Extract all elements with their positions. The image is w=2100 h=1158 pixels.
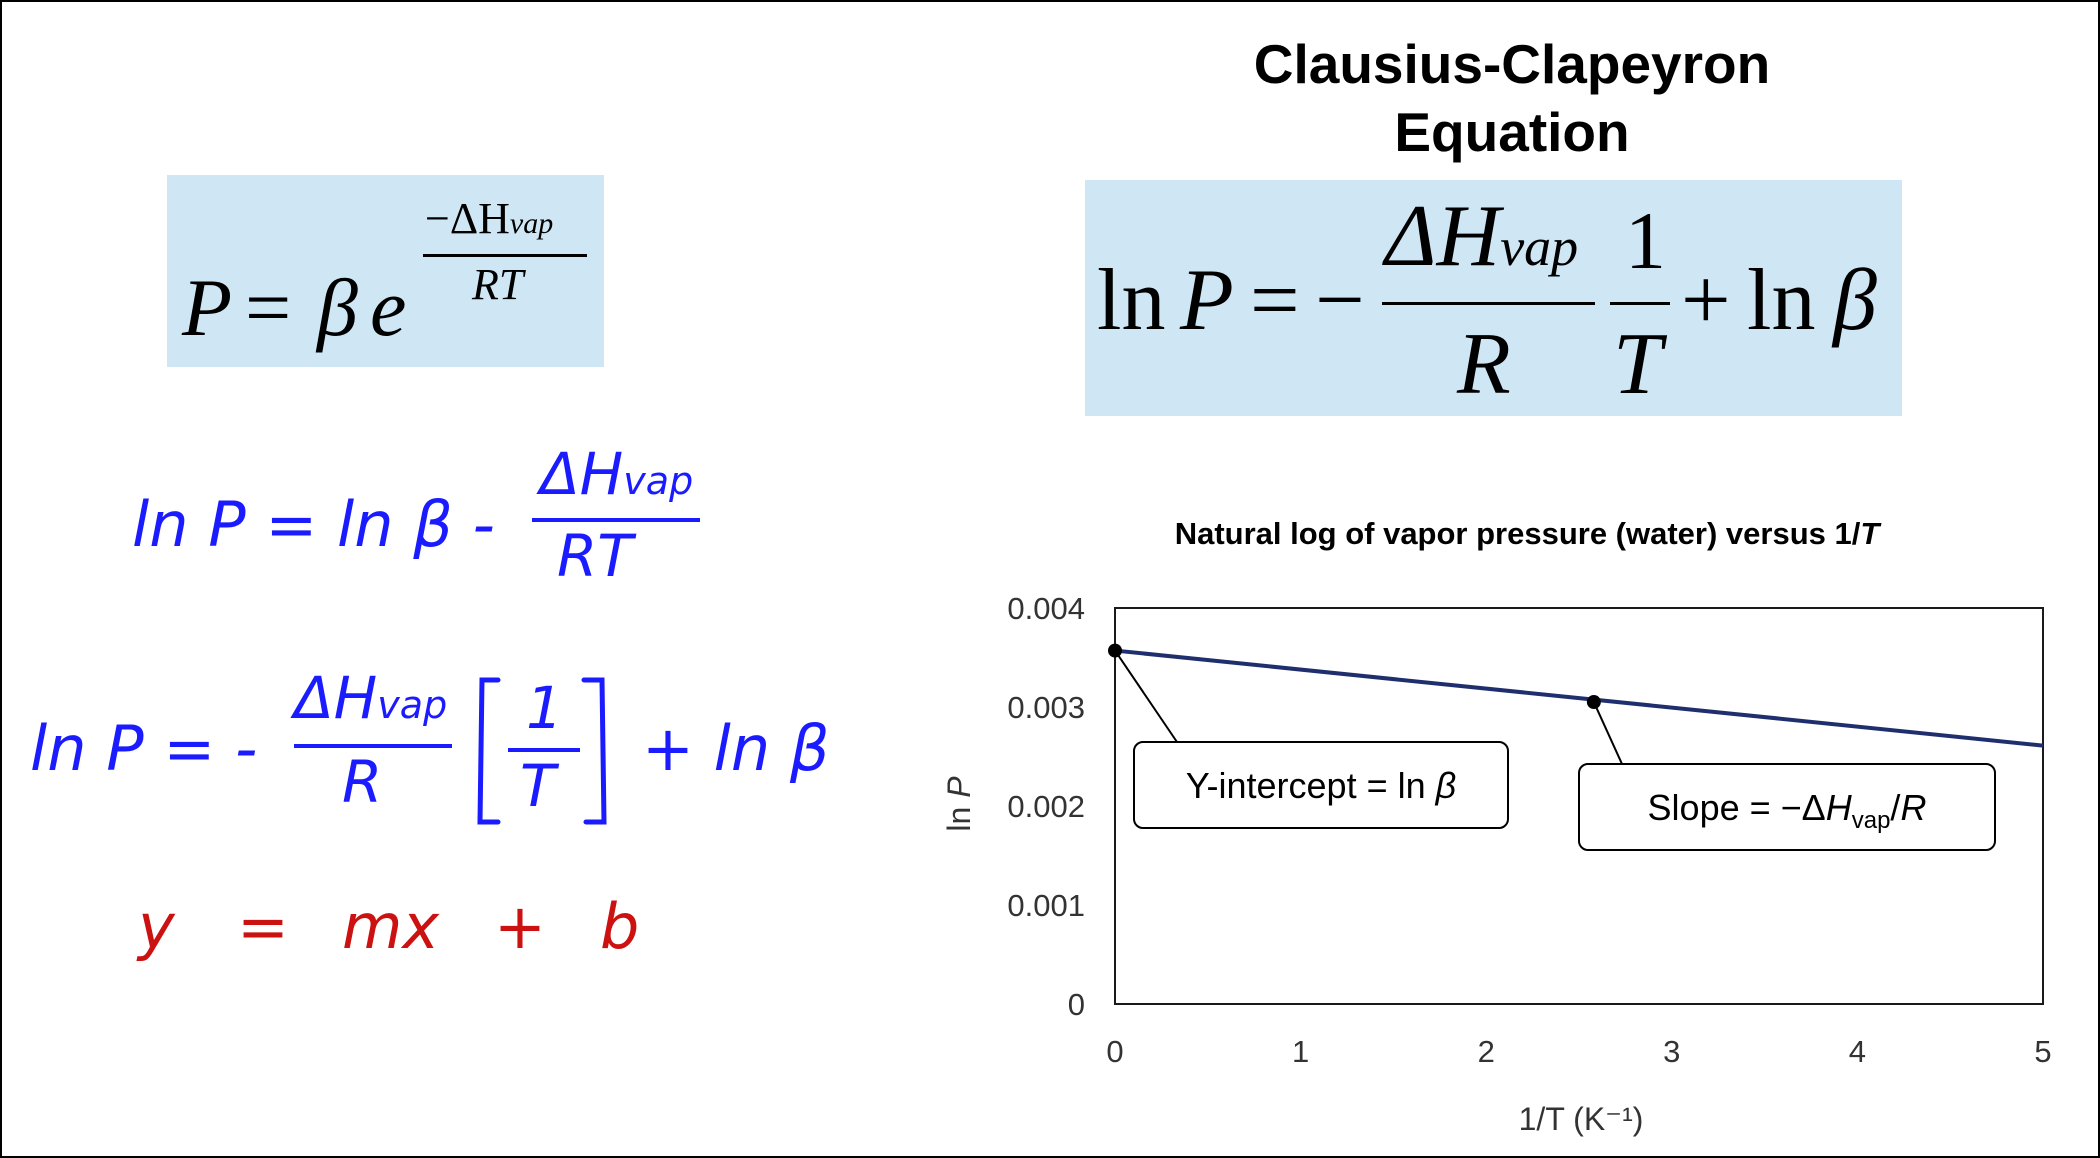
- eq-exp-lhs: P: [182, 262, 233, 353]
- chart-title-main: Natural log of vapor pressure (water) ve…: [1175, 516, 1861, 551]
- hw2-num-text: ΔH: [294, 664, 378, 732]
- eq-exp-num-text: −ΔH: [425, 194, 510, 243]
- y-axis-label: ln P: [941, 776, 977, 832]
- hw2-bracket-right: [581, 677, 607, 825]
- chart-title-italic: T: [1860, 516, 1882, 551]
- y-tick-label: 0.003: [1007, 690, 1085, 725]
- eq-exp-numerator: −ΔHvap: [425, 193, 553, 244]
- data-point: [1586, 695, 1601, 710]
- eq-lin-plus: +: [1681, 252, 1731, 349]
- hw2-frac-num: 1: [526, 674, 563, 742]
- hw2-frac-den: T: [520, 752, 556, 820]
- hw2-numerator: ΔHvap: [294, 664, 447, 732]
- eq-lin-num-text: ΔH: [1385, 188, 1501, 285]
- series-line: [1114, 648, 2044, 748]
- hw3-y: y: [138, 890, 175, 963]
- eq-exp-equals: =: [245, 262, 292, 353]
- title-line-2: Equation: [1394, 101, 1630, 163]
- intercept-callout: Y-intercept = ln β: [1133, 741, 1509, 829]
- eq-lin-frac-den: T: [1613, 316, 1662, 413]
- x-tick-label: 1: [1292, 1034, 1309, 1069]
- eq-lin-P: P: [1180, 252, 1234, 349]
- hw2-num-sub: vap: [377, 683, 448, 727]
- x-axis-ticks: 0 1 2 3 4 5: [1106, 1034, 2051, 1069]
- eq-lin-ln-2: ln: [1747, 252, 1816, 349]
- intercept-leader-line: [1114, 650, 1178, 743]
- data-point: [1108, 643, 1122, 658]
- eq-lin-denominator: R: [1457, 316, 1511, 413]
- hw2-denominator: R: [342, 748, 383, 816]
- x-tick-label: 3: [1663, 1034, 1680, 1069]
- y-tick-label: 0.004: [1007, 591, 1085, 626]
- eq-lin-fraction-bar-1: [1382, 302, 1595, 305]
- hw2-bracket-left: [477, 677, 501, 825]
- x-tick-label: 2: [1478, 1034, 1495, 1069]
- eq-lin-frac-num: 1: [1625, 195, 1666, 286]
- linear-equation-box: ln P = − ΔHvap R 1 T + ln β: [1085, 180, 1902, 416]
- hw1-lhs: ln P = ln β -: [132, 488, 495, 561]
- eq-exp-beta: β: [317, 262, 358, 353]
- hw1-num-text: ΔH: [540, 440, 624, 508]
- eq-lin-fraction-bar-2: [1610, 302, 1670, 305]
- eq-lin-equals: =: [1250, 252, 1300, 349]
- eq-lin-beta: β: [1833, 252, 1877, 349]
- eq-exp-fraction-bar: [423, 254, 587, 257]
- hw2-inner-fraction-bar: [508, 748, 580, 752]
- slope-callout: Slope = −ΔHvap/R: [1578, 763, 1996, 851]
- y-axis-ticks: 0 0.001 0.002 0.003 0.004: [1007, 591, 1085, 1022]
- title-line-1: Clausius-Clapeyron: [1253, 33, 1771, 95]
- eq-lin-num-sub: vap: [1500, 217, 1579, 277]
- hw3-eq: =: [237, 890, 289, 963]
- eq-exp-denominator: RT: [472, 260, 524, 309]
- hw1-denominator: RT: [557, 522, 633, 590]
- y-tick-label: 0.001: [1007, 888, 1085, 923]
- marked-points: [1108, 643, 1601, 710]
- x-tick-label: 5: [2034, 1034, 2051, 1069]
- x-tick-label: 0: [1106, 1034, 1123, 1069]
- hw2-fraction-bar: [294, 744, 452, 748]
- chart-title: Natural log of vapor pressure (water) ve…: [1175, 516, 1883, 551]
- hw1-num-sub: vap: [623, 459, 694, 503]
- hw3-plus: +: [494, 890, 546, 963]
- eq-lin-minus: −: [1315, 252, 1365, 349]
- hw1-fraction-bar: [532, 518, 700, 522]
- y-tick-label: 0.002: [1007, 789, 1085, 824]
- exponential-equation-box: P = β e −ΔHvap RT: [167, 175, 604, 367]
- page-title: Clausius-Clapeyron Equation: [1162, 30, 1862, 166]
- intercept-callout-text: Y-intercept = ln β: [1186, 765, 1456, 806]
- slope-callout-text: Slope = −ΔHvap/R: [1648, 787, 1927, 834]
- eq-lin-ln: ln: [1097, 252, 1166, 349]
- x-tick-label: 4: [1849, 1034, 1866, 1069]
- eq-lin-numerator: ΔHvap: [1385, 186, 1578, 287]
- x-axis-label: 1/T (K⁻¹): [1519, 1101, 1644, 1137]
- hw3-b: b: [600, 890, 640, 963]
- slope-leader-line: [1592, 701, 1623, 765]
- hw3-mx: mx: [342, 890, 440, 963]
- eq-exp-num-sub: vap: [509, 207, 554, 240]
- hw2-lhs: ln P = -: [30, 712, 258, 785]
- hw1-numerator: ΔHvap: [540, 440, 693, 508]
- y-tick-label: 0: [1068, 987, 1085, 1022]
- eq-exp-e: e: [370, 262, 407, 353]
- hw2-rhs: + ln β: [642, 712, 830, 785]
